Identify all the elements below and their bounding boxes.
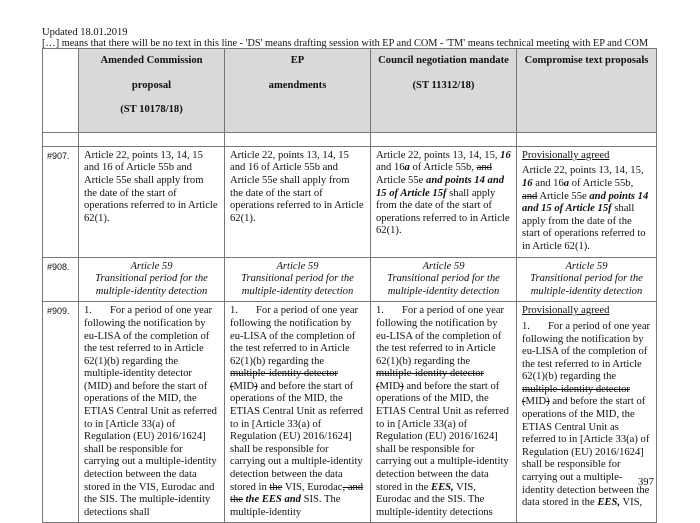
- table-row: #908. Article 59 Transitional period for t…: [42, 256, 657, 303]
- table-row: #907. Article 22, points 13, 14, 15 and 1…: [42, 145, 657, 258]
- article-heading: Transitional period for the: [387, 273, 500, 285]
- article-heading: multiple-identity detection: [387, 285, 500, 297]
- inserted-text: 16: [522, 177, 533, 189]
- cell-council: Article 22, points 13, 14, 15, 16 and 16…: [370, 145, 517, 258]
- text-segment: and before the start of operations of th…: [376, 380, 509, 493]
- cell-ep: 1. For a period of one year following the…: [224, 301, 371, 523]
- deleted-text: ): [254, 380, 258, 392]
- text-segment: For a period of one year following the n…: [230, 305, 359, 367]
- text-segment: MID: [525, 396, 547, 408]
- article-title: Article 59: [276, 260, 319, 272]
- article-heading: Transitional period for the: [241, 273, 354, 285]
- text-segment: 1.: [522, 320, 530, 332]
- text-segment: Article 22, points 13, 14, 15,: [522, 165, 644, 177]
- cell-compromise: Provisionally agreed 1. For a period of on…: [516, 301, 657, 523]
- text-segment: and before the start of operations of th…: [230, 380, 363, 493]
- text-segment: and before the start of operations of th…: [522, 396, 650, 509]
- cell-commission: Article 22, points 13, 14, 15 and 16 of …: [78, 145, 225, 258]
- text-segment: VIS,: [620, 497, 643, 509]
- text-segment: MID: [233, 380, 255, 392]
- row-number: #907.: [42, 145, 79, 258]
- deleted-text: multiple-identity detector (: [376, 368, 484, 392]
- text-segment: Article 22, points 13, 14, 15 and 16 of …: [230, 149, 364, 224]
- header-ep: EP amendments: [224, 48, 371, 133]
- article-title: Article 59: [130, 260, 173, 272]
- cell-compromise: Provisionally agreed Article 22, points 1…: [516, 145, 657, 258]
- article-title: Article 59: [565, 260, 608, 272]
- cell-council: Article 59 Transitional period for the mul…: [370, 256, 517, 303]
- header-row: Amended Commission proposal (ST 10178/18) …: [42, 48, 657, 133]
- text-segment: shall apply from the date of the start o…: [522, 203, 646, 252]
- text-segment: Article 55e: [376, 174, 427, 186]
- article-heading: multiple-identity detection: [95, 285, 208, 297]
- inserted-text: EES,: [431, 481, 454, 493]
- comparison-table: Amended Commission proposal (ST 10178/18) …: [42, 48, 657, 523]
- article-heading: multiple-identity detection: [530, 285, 643, 297]
- status-label: Provisionally agreed: [522, 149, 610, 161]
- text-segment: of Article 55b,: [409, 162, 477, 174]
- header-blank: [42, 48, 79, 133]
- article-heading: Transitional period for the: [530, 273, 643, 285]
- legend-note: […] means that there will be no text in …: [42, 38, 649, 49]
- text-segment: Article 22, points 13, 14, 15 and 16 of …: [84, 149, 218, 224]
- text-segment: 1.: [84, 305, 92, 317]
- text-segment: 1.: [376, 305, 384, 317]
- deleted-text: multiple-identity detector (: [230, 368, 338, 392]
- deleted-text: ): [546, 396, 550, 408]
- deleted-text: the: [269, 481, 283, 493]
- table-row: #909. 1. For a period of one year followin…: [42, 301, 657, 523]
- empty-row: [42, 131, 657, 147]
- text-segment: of Article 55b,: [569, 177, 634, 189]
- text-segment: Article 55e: [537, 190, 590, 202]
- text-segment: and 16: [532, 177, 564, 189]
- cell-commission: 1. For a period of one year following the…: [78, 301, 225, 523]
- row-number: #908.: [42, 256, 79, 303]
- cell-ep: Article 22, points 13, 14, 15 and 16 of …: [224, 145, 371, 258]
- status-label: Provisionally agreed: [522, 305, 610, 317]
- article-heading: multiple-identity detection: [241, 285, 354, 297]
- text-segment: VIS, Eurodac: [282, 481, 343, 493]
- inserted-text: 16: [500, 149, 511, 161]
- text-segment: and 16: [376, 162, 405, 174]
- header-council: Council negotiation mandate (ST 11312/18): [370, 48, 517, 133]
- text-segment: Article 22, points 13, 14, 15,: [376, 149, 501, 161]
- cell-council: 1. For a period of one year following the…: [370, 301, 517, 523]
- cell-ep: Article 59 Transitional period for the mul…: [224, 256, 371, 303]
- text-segment: shall apply from the date of the start o…: [376, 187, 510, 237]
- text-segment: For a period of one year following the n…: [376, 305, 505, 367]
- updated-date: Updated 18.01.2019: [42, 27, 128, 38]
- deleted-text: multiple-identity detector (: [522, 383, 630, 408]
- header-compromise: Compromise text proposals: [516, 48, 657, 133]
- inserted-text: EES,: [597, 497, 620, 509]
- inserted-text: the EES and: [245, 494, 301, 506]
- deleted-text: and: [476, 162, 492, 174]
- cell-compromise: Article 59 Transitional period for the mul…: [516, 256, 657, 303]
- header-commission: Amended Commission proposal (ST 10178/18): [78, 48, 225, 133]
- inserted-text: a: [404, 162, 410, 174]
- article-title: Article 59: [422, 260, 465, 272]
- page-number: 397: [638, 477, 654, 488]
- inserted-text: and points 14 and 15 of Article 15f: [376, 174, 505, 199]
- deleted-text: and: [522, 190, 538, 202]
- text-segment: For a period of one year following the n…: [522, 320, 651, 383]
- article-heading: Transitional period for the: [95, 273, 208, 285]
- cell-commission: Article 59 Transitional period for the mul…: [78, 256, 225, 303]
- deleted-text: ): [400, 380, 404, 392]
- row-number: #909.: [42, 301, 79, 523]
- inserted-text: and points 14 and 15 of Article 15f: [522, 190, 649, 215]
- text-segment: MID: [379, 380, 401, 392]
- text-segment: 1.: [230, 305, 238, 317]
- inserted-text: a: [563, 177, 570, 189]
- text-segment: For a period of one year following the n…: [84, 305, 217, 518]
